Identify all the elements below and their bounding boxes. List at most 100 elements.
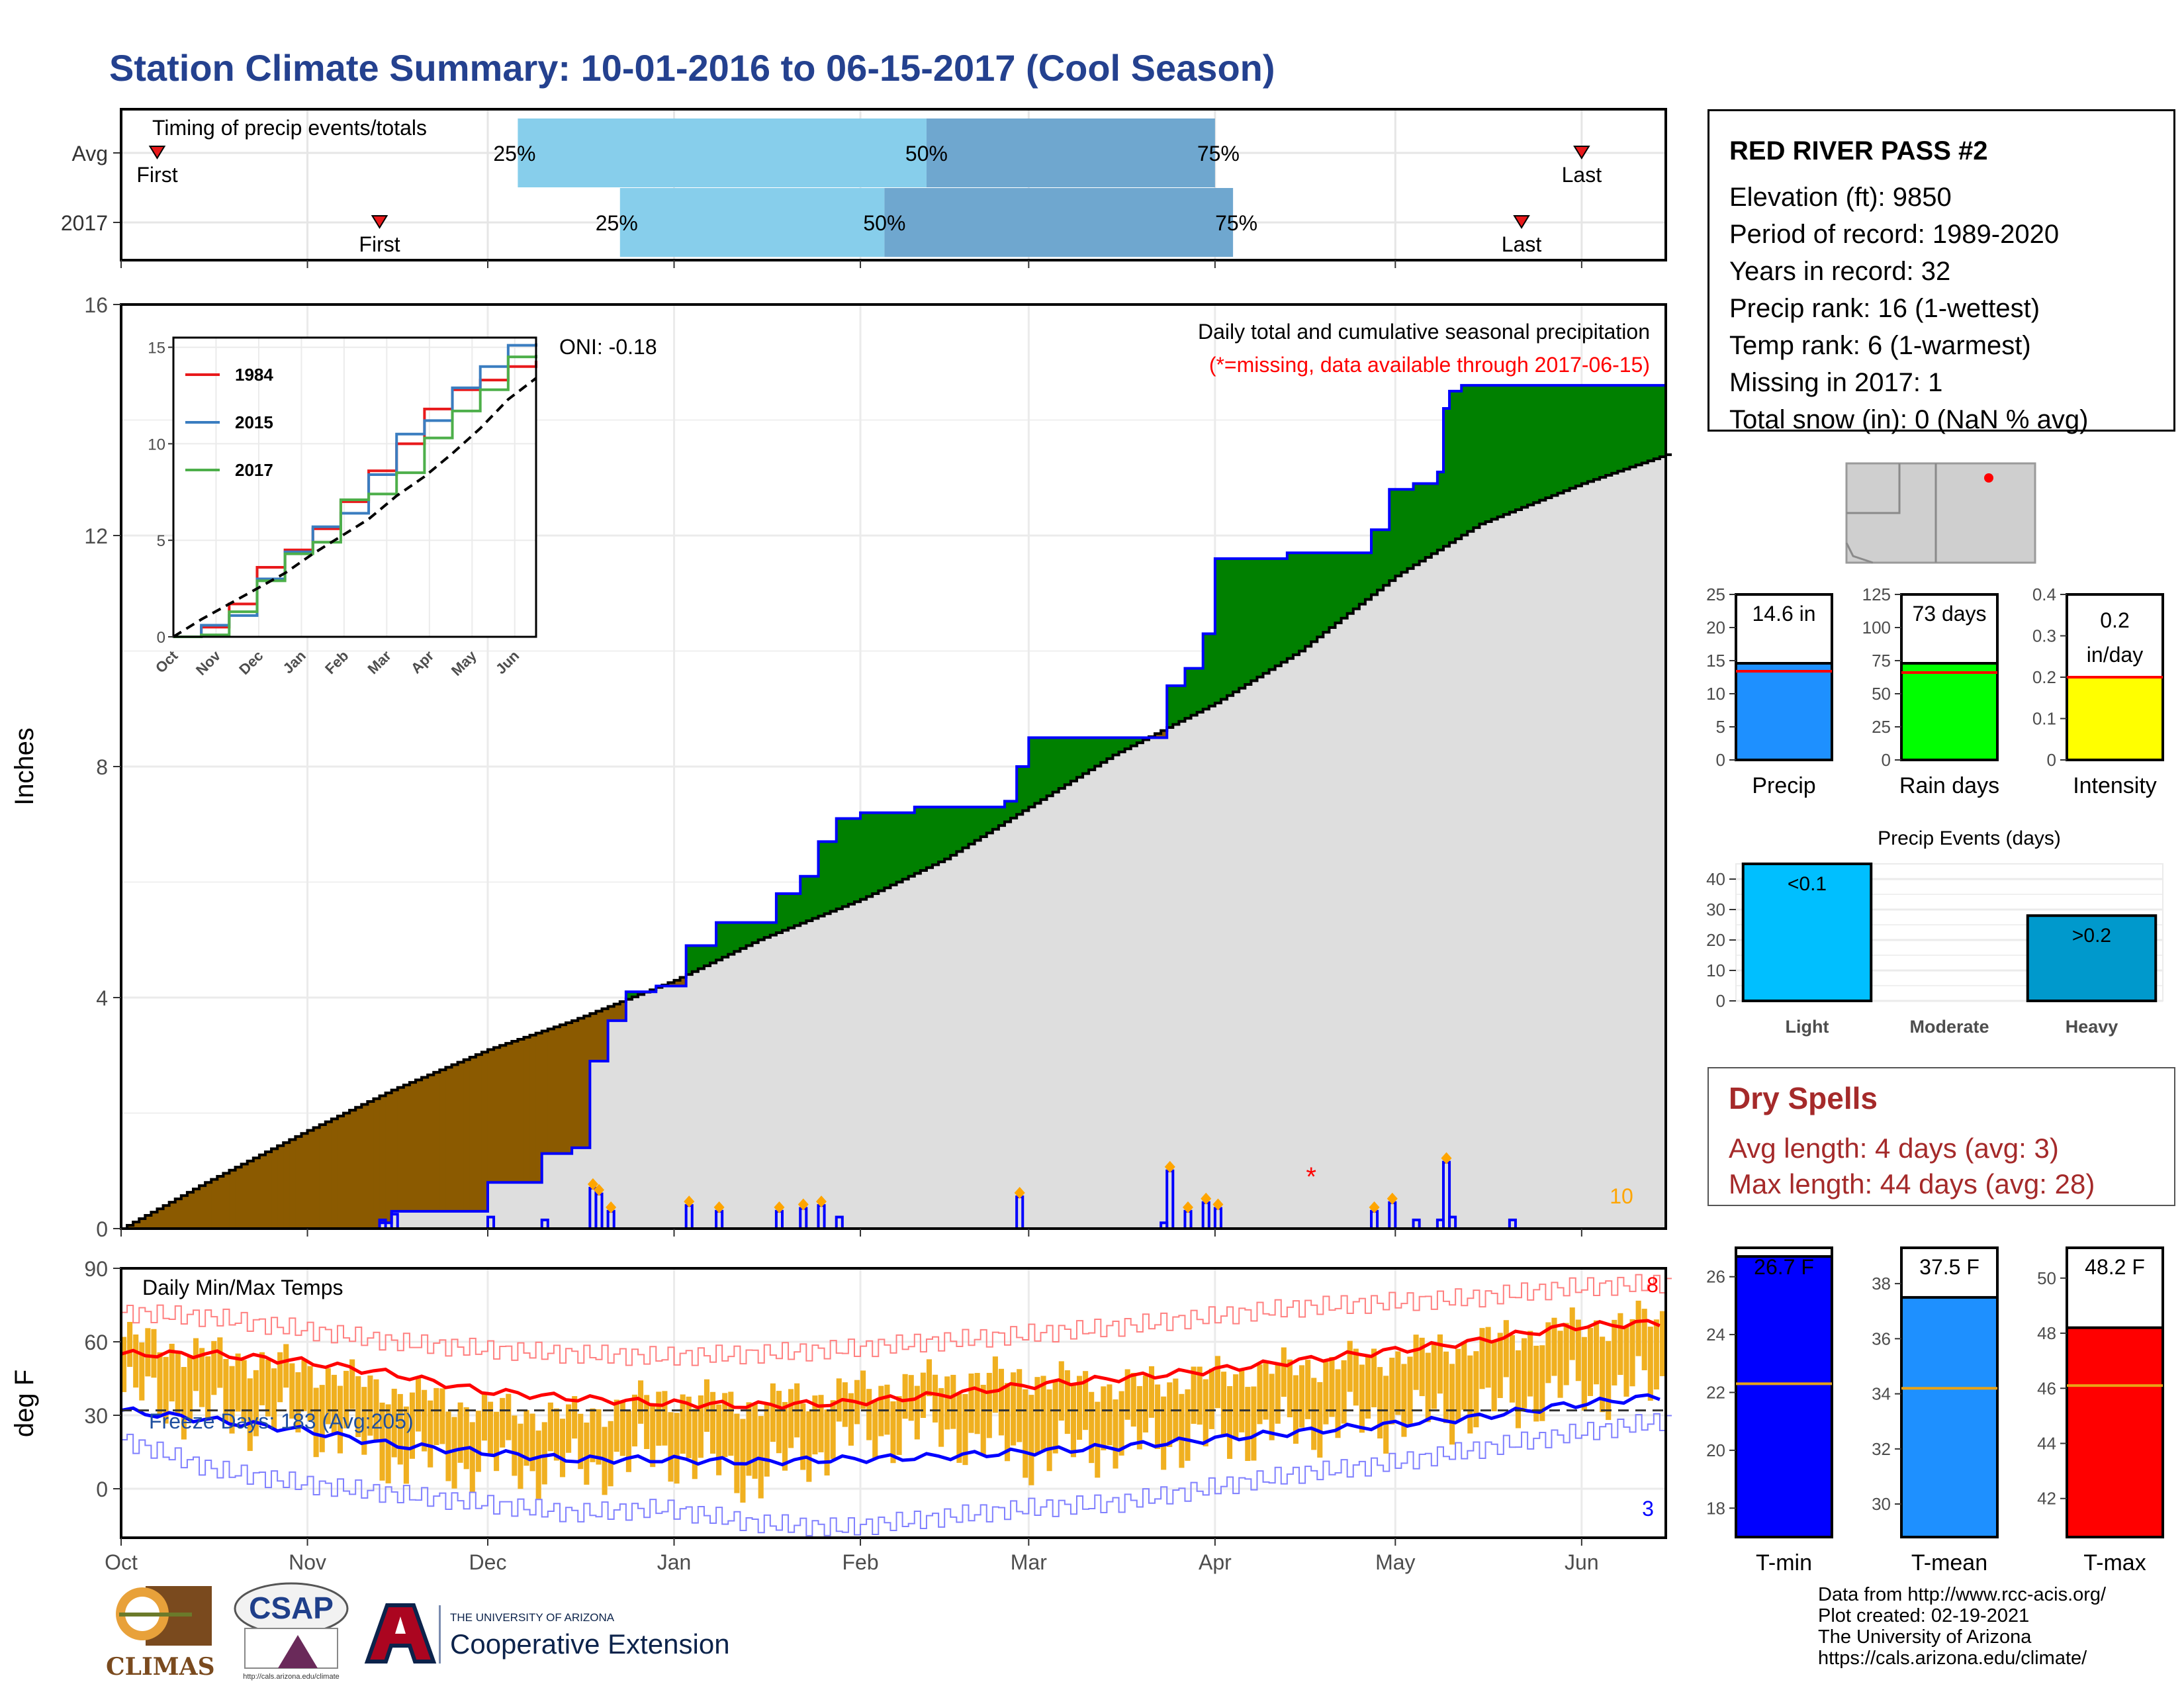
daily-temp-range-bar bbox=[1545, 1322, 1551, 1383]
precip-surplus-fill bbox=[1425, 483, 1432, 558]
precip-surplus-fill bbox=[830, 841, 837, 912]
daily-temp-range-bar bbox=[1629, 1319, 1635, 1387]
summary-2-bar bbox=[2066, 676, 2164, 761]
daily-temp-range-bar bbox=[397, 1393, 403, 1465]
daily-temp-range-bar bbox=[1040, 1376, 1046, 1450]
precip-deficit-fill bbox=[596, 1011, 603, 1061]
daily-temp-range-bar bbox=[908, 1375, 914, 1421]
precip-deficit-fill bbox=[349, 1110, 356, 1229]
precip-surplus-fill bbox=[1293, 553, 1300, 655]
daily-precip-top-marker bbox=[1201, 1192, 1212, 1205]
dry-spells-panel: Dry Spells Avg length: 4 days (avg: 3) M… bbox=[1707, 1067, 2175, 1206]
daily-temp-range-bar bbox=[1587, 1327, 1594, 1396]
precip-surplus-fill bbox=[1377, 530, 1384, 590]
precip-surplus-fill bbox=[1208, 633, 1216, 706]
summary-0-value-label: 14.6 in bbox=[1752, 602, 1815, 626]
station-temp-rank: Temp rank: 6 (1-warmest) bbox=[1729, 331, 2031, 360]
daily-temp-range-bar bbox=[848, 1393, 854, 1446]
temp-y-tick-label: 30 bbox=[84, 1404, 108, 1428]
events-bar-label: <0.1 bbox=[1788, 873, 1827, 895]
temp-bar-0-bar bbox=[1735, 1255, 1833, 1538]
precip-deficit-fill bbox=[409, 1082, 416, 1211]
precip-surplus-fill bbox=[1227, 558, 1234, 696]
precip-surplus-fill bbox=[1612, 385, 1618, 473]
precip-surplus-fill bbox=[1407, 489, 1414, 569]
daily-temp-range-bar bbox=[283, 1344, 289, 1388]
daily-temp-range-bar bbox=[716, 1404, 722, 1476]
daily-temp-range-bar bbox=[211, 1340, 217, 1395]
precip-surplus-fill bbox=[1503, 385, 1510, 515]
daily-temp-range-bar bbox=[385, 1404, 391, 1483]
daily-temp-range-bar bbox=[1522, 1338, 1527, 1409]
precip-surplus-fill bbox=[764, 922, 771, 938]
precip-surplus-fill bbox=[848, 818, 855, 904]
precip-surplus-fill bbox=[1557, 385, 1565, 493]
precip-surplus-fill bbox=[1089, 737, 1095, 770]
daily-temp-range-bar bbox=[1257, 1364, 1263, 1425]
precip-surplus-fill bbox=[1461, 385, 1468, 536]
precip-deficit-fill bbox=[151, 1212, 158, 1229]
temp-x-tick-label: Nov bbox=[289, 1550, 326, 1574]
precip-surplus-fill bbox=[631, 992, 639, 997]
precip-deficit-fill bbox=[416, 1080, 422, 1211]
temp-bar-2-value-label: 48.2 F bbox=[2085, 1255, 2145, 1279]
daily-temp-range-bar bbox=[1245, 1387, 1251, 1462]
temp-bar-1-y-tick-label: 38 bbox=[1872, 1274, 1891, 1293]
precip-surplus-fill bbox=[1600, 385, 1606, 478]
page-title: Station Climate Summary: 10-01-2016 to 0… bbox=[109, 47, 1275, 89]
precip-surplus-fill bbox=[1173, 685, 1179, 725]
precip-deficit-fill bbox=[553, 1027, 561, 1154]
daily-temp-range-bar bbox=[145, 1328, 151, 1377]
daily-temp-range-bar bbox=[433, 1387, 439, 1446]
ua-big-text: Cooperative Extension bbox=[450, 1628, 730, 1660]
temp-y-tick-label: 0 bbox=[96, 1477, 108, 1501]
daily-temp-range-bar bbox=[1005, 1383, 1011, 1462]
daily-temp-range-bar bbox=[1449, 1364, 1455, 1445]
daily-temp-range-bar bbox=[950, 1374, 956, 1429]
daily-temp-range-bar bbox=[933, 1374, 938, 1423]
daily-temp-range-bar bbox=[578, 1413, 584, 1470]
daily-temp-range-bar bbox=[1437, 1334, 1443, 1394]
inset-series-line-2017 bbox=[173, 355, 537, 638]
daily-temp-range-bar bbox=[1359, 1364, 1365, 1433]
temperature-bar-charts: 18 20 22 24 26 26.7 F T-min 30 32 34 36 38 37.5 F T-m… bbox=[1706, 1246, 2164, 1575]
precip-surplus-fill bbox=[1107, 737, 1113, 759]
daily-temp-range-bar bbox=[1347, 1340, 1353, 1392]
summary-2-y-tick-label: 0.1 bbox=[2032, 709, 2056, 729]
precip-surplus-fill bbox=[1028, 737, 1035, 808]
precip-y-tick-label: 12 bbox=[84, 524, 108, 548]
precip-deficit-fill bbox=[343, 1113, 350, 1229]
precip-surplus-fill bbox=[1305, 553, 1312, 647]
climas-logo: CLIMAS bbox=[106, 1581, 218, 1681]
precip-normal-area bbox=[121, 454, 1666, 1229]
daily-temp-range-bar bbox=[157, 1352, 163, 1417]
precip-deficit-fill bbox=[211, 1179, 218, 1229]
precip-deficit-fill bbox=[253, 1158, 260, 1229]
daily-temp-range-bar bbox=[247, 1378, 253, 1451]
daily-temp-range-bar bbox=[1467, 1355, 1473, 1434]
daily-temp-range-bar bbox=[422, 1389, 428, 1452]
daily-temp-range-bar bbox=[1606, 1340, 1612, 1421]
precip-deficit-fill bbox=[247, 1160, 254, 1229]
precip-deficit-fill bbox=[337, 1115, 344, 1229]
daily-temp-range-bar bbox=[590, 1408, 596, 1462]
precip-surplus-fill bbox=[1515, 385, 1522, 510]
timeline-first-label: First bbox=[136, 163, 177, 187]
csap-logo: CSAP http://cals.arizona.edu/climate bbox=[232, 1582, 351, 1681]
daily-temp-range-bar bbox=[439, 1388, 445, 1444]
precip-surplus-fill bbox=[788, 893, 795, 928]
precip-deficit-fill bbox=[223, 1173, 230, 1229]
precip-surplus-fill bbox=[1251, 558, 1257, 681]
precip-deficit-fill bbox=[457, 1062, 465, 1211]
precip-deficit-fill bbox=[271, 1149, 278, 1229]
daily-temp-range-bar bbox=[133, 1334, 139, 1388]
daily-temp-range-bar bbox=[1185, 1389, 1191, 1461]
daily-temp-range-bar bbox=[139, 1342, 145, 1401]
temp-bar-0-y-tick-label: 22 bbox=[1706, 1383, 1725, 1403]
inset-legend-label: 1984 bbox=[235, 365, 273, 385]
precip-surplus-fill bbox=[1311, 553, 1318, 642]
inset-y-tick-label: 0 bbox=[157, 629, 165, 647]
precip-deficit-fill bbox=[277, 1145, 284, 1229]
daily-temp-range-bar bbox=[373, 1379, 379, 1442]
precip-surplus-fill bbox=[944, 807, 951, 859]
